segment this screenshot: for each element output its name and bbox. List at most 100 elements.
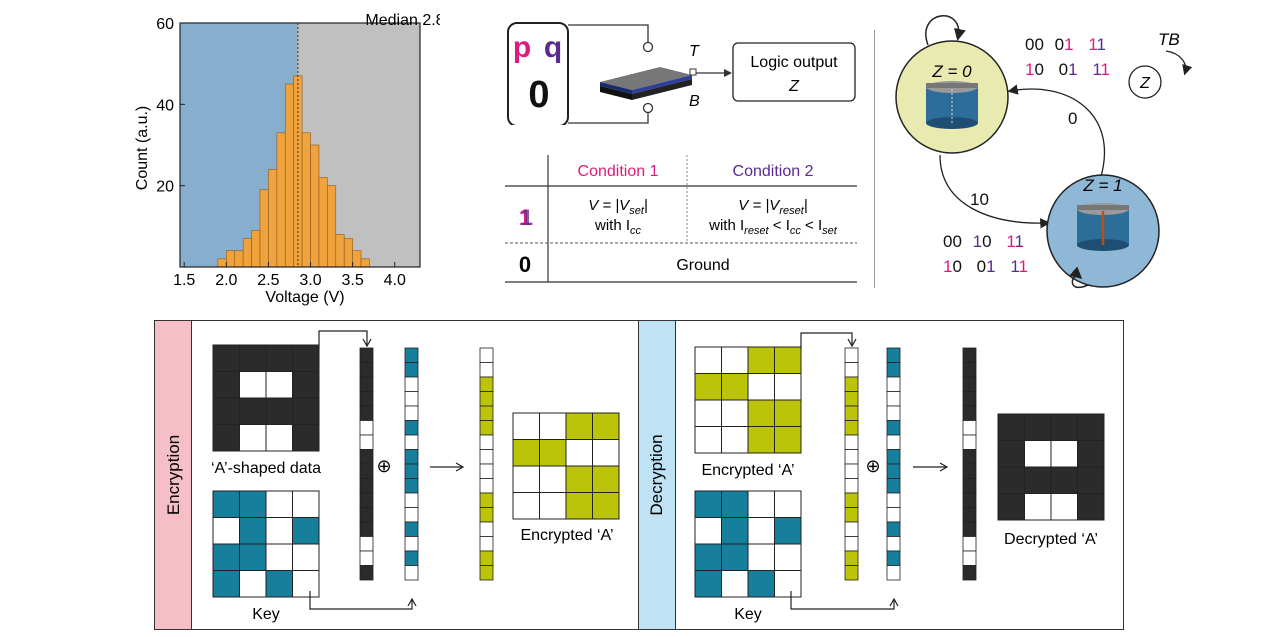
vector-cell — [886, 565, 901, 581]
vector-cell — [844, 376, 859, 392]
vector-cell — [962, 507, 977, 523]
vector-cell — [404, 492, 419, 508]
vector-cell — [404, 347, 419, 363]
histogram-bar — [217, 258, 227, 268]
vector-cell — [479, 463, 494, 479]
grid-cell — [997, 466, 1025, 494]
vector-cell — [844, 449, 859, 465]
panel-divider — [874, 30, 875, 288]
vector-cell — [844, 434, 859, 450]
vector-cell — [479, 536, 494, 552]
vector-cell — [962, 362, 977, 378]
terminal-T: T — [689, 43, 700, 60]
decryption-tag — [638, 321, 676, 629]
grid-cell — [747, 373, 775, 401]
grid-cell — [592, 465, 620, 493]
grid-cell — [694, 373, 722, 401]
grid-cell — [694, 399, 722, 427]
vector-cell — [359, 507, 374, 523]
x-tick-label: 3.0 — [299, 272, 321, 289]
logic-output-z: Z — [788, 78, 800, 95]
decryption-tag-label: Decryption — [647, 434, 666, 515]
bottom-codes-row1: 00 10 11 — [943, 232, 1024, 251]
grid-cell — [1024, 440, 1052, 468]
enc-key-flow-arrow — [309, 591, 413, 610]
enc-key-grid — [212, 490, 320, 598]
top-codes-row1: 00 01 11 — [1025, 35, 1106, 54]
grid-cell — [512, 412, 540, 440]
state-z0-label: Z = 0 — [931, 62, 972, 81]
vector-cell — [962, 391, 977, 407]
arrow-head — [847, 338, 857, 348]
vector-cell — [404, 420, 419, 436]
histogram-bar — [318, 177, 328, 268]
vector-cell — [479, 347, 494, 363]
row1-key-magenta: 1 — [519, 205, 531, 230]
enc-result-vector — [479, 347, 494, 581]
vector-cell — [844, 362, 859, 378]
grid-cell — [292, 424, 320, 452]
grid-cell — [265, 424, 293, 452]
histogram-bar — [234, 250, 244, 268]
vector-cell — [844, 405, 859, 421]
grid-cell — [292, 397, 320, 425]
enc-xor: ⊕ — [376, 456, 391, 476]
arrow-head — [362, 338, 372, 348]
vector-cell — [962, 463, 977, 479]
state-diagram: Z = 0 0 10 Z = 1 TB Z 00 01 11 10 01 11 … — [895, 15, 1193, 288]
grid-cell — [512, 465, 540, 493]
arrow-01: 0 — [1068, 109, 1077, 128]
vector-cell — [404, 507, 419, 523]
vector-cell — [404, 449, 419, 465]
vector-cell — [479, 391, 494, 407]
vector-cell — [359, 478, 374, 494]
vector-cell — [886, 550, 901, 566]
vector-cell — [404, 478, 419, 494]
condition-table: Condition 1 Condition 2 1 1 V = |Vset| w… — [505, 155, 857, 283]
logic-output-label: Logic output — [750, 54, 838, 71]
vector-cell — [962, 347, 977, 363]
y-tick-label: 60 — [156, 16, 174, 33]
grid-cell — [239, 424, 267, 452]
grid-cell — [774, 373, 802, 401]
grid-cell — [747, 426, 775, 454]
x-tick-label: 2.5 — [257, 272, 279, 289]
grid-cell — [212, 490, 240, 518]
grid-cell — [774, 570, 802, 598]
grid-cell — [774, 346, 802, 374]
grid-cell — [747, 570, 775, 598]
vector-cell — [886, 507, 901, 523]
vector-cell — [479, 550, 494, 566]
grid-cell — [265, 371, 293, 399]
grid-cell — [721, 373, 749, 401]
grid-cell — [721, 346, 749, 374]
enc-data-vector — [359, 347, 374, 581]
histogram-bar — [360, 258, 370, 268]
histogram-bar — [284, 83, 294, 268]
vector-cell — [886, 449, 901, 465]
vector-cell — [886, 521, 901, 537]
grid-cell — [747, 346, 775, 374]
vector-cell — [962, 565, 977, 581]
bottom-codes-row2: 10 01 11 — [943, 257, 1028, 276]
vector-cell — [479, 478, 494, 494]
vector-cell — [479, 492, 494, 508]
median-label: Median 2.85 V — [365, 12, 440, 29]
vector-cell — [886, 492, 901, 508]
condition2-header: Condition 2 — [733, 163, 814, 180]
grid-cell — [265, 517, 293, 545]
vector-cell — [359, 362, 374, 378]
ground-label: Ground — [676, 257, 729, 274]
dec-encrypted-grid — [694, 346, 802, 454]
grid-cell — [1077, 493, 1105, 521]
vector-cell — [886, 478, 901, 494]
arrow-10: 10 — [970, 190, 989, 209]
grid-cell — [1077, 466, 1105, 494]
vector-cell — [404, 565, 419, 581]
grid-cell — [239, 570, 267, 598]
grid-cell — [721, 570, 749, 598]
enc-data-label: ‘A’-shaped data — [211, 460, 321, 477]
grid-cell — [292, 371, 320, 399]
vector-cell — [479, 507, 494, 523]
vector-cell — [359, 347, 374, 363]
